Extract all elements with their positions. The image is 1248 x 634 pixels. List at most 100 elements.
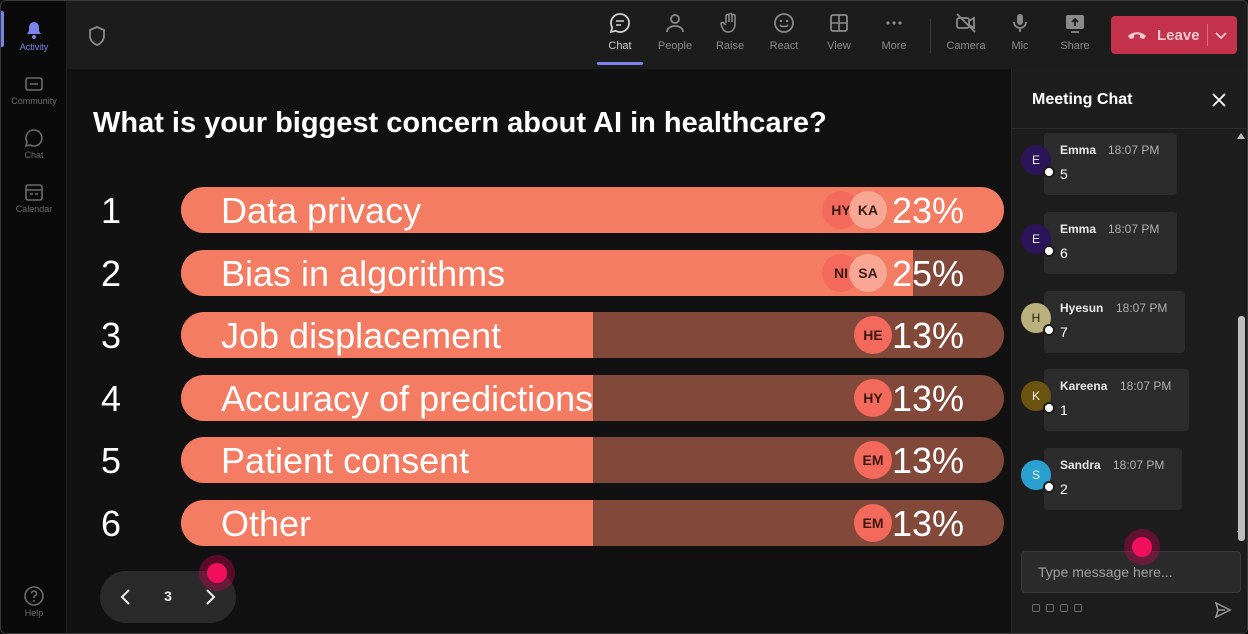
emoji-icon[interactable]: [1060, 604, 1068, 612]
toolbar-chat-button[interactable]: Chat: [596, 11, 644, 63]
poll-question: What is your biggest concern about AI in…: [93, 107, 827, 139]
message-bubble: Sandra 18:07 PM 2: [1044, 448, 1182, 510]
rail-active-indicator: [1, 11, 4, 47]
rail-item-chat[interactable]: Chat: [1, 117, 67, 167]
format-icon[interactable]: [1032, 604, 1040, 612]
poll-option-bar: Patient consent EM 13%: [181, 437, 1004, 483]
toolbar-react-button[interactable]: React: [760, 11, 808, 63]
message-text: 7: [1060, 324, 1068, 340]
chat-icon: [23, 127, 45, 149]
camera-off-icon: [954, 11, 978, 35]
poll-option-row[interactable]: 3 Job displacement HE 13%: [67, 311, 1011, 359]
toolbar-camera-button[interactable]: Camera: [942, 11, 990, 63]
poll-option-bar: Job displacement HE 13%: [181, 312, 1004, 358]
poll-option-label: Other: [221, 502, 312, 544]
previous-page-button[interactable]: [114, 585, 138, 609]
message-bubble: Kareena 18:07 PM 1: [1044, 369, 1189, 431]
poll-option-number: 5: [101, 440, 122, 481]
rail-item-activity[interactable]: Activity: [1, 9, 67, 59]
poll-option-label: Bias in algorithms: [221, 252, 506, 294]
shield-icon[interactable]: [87, 25, 107, 47]
gif-icon[interactable]: [1074, 604, 1082, 612]
message-timestamp: 18:07 PM: [1120, 379, 1172, 393]
message-input[interactable]: [1022, 552, 1240, 592]
toolbar-share-button[interactable]: Share: [1051, 11, 1099, 63]
meeting-toolbar: Chat People Raise React View: [67, 1, 1247, 69]
more-icon: [882, 11, 906, 35]
poll-option-percent: 13%: [891, 502, 964, 544]
mic-icon: [1008, 11, 1032, 35]
sender-name: Kareena: [1060, 379, 1108, 393]
toolbar-more-button[interactable]: More: [870, 11, 918, 63]
rail-item-help[interactable]: Help: [1, 575, 67, 625]
message-bubble: Emma 18:07 PM 6: [1044, 212, 1177, 274]
poll-option-number: 6: [101, 502, 122, 544]
poll-option-label: Job displacement: [221, 315, 502, 356]
toolbar-label: Raise: [715, 40, 745, 52]
cursor-click-indicator: [199, 555, 235, 591]
close-icon[interactable]: [1210, 91, 1228, 109]
poll-option-number: 4: [101, 377, 122, 419]
toolbar-label: View: [827, 40, 851, 52]
toolbar-mic-button[interactable]: Mic: [996, 11, 1044, 63]
voter-avatar: HE: [854, 316, 892, 354]
scroll-down-arrow[interactable]: [1237, 531, 1245, 537]
poll-option-percent: 13%: [891, 315, 964, 356]
grid-icon: [827, 11, 851, 35]
toolbar-label: Camera: [946, 40, 986, 52]
chat-scrollbar[interactable]: [1234, 131, 1247, 543]
chevron-down-icon[interactable]: [1214, 28, 1228, 42]
poll-option-fill: [181, 374, 593, 421]
bell-icon: [23, 19, 45, 41]
rail-item-calendar[interactable]: Calendar: [1, 171, 67, 221]
poll-option-bar: Data privacy HY KA 23%: [181, 187, 1004, 233]
poll-option-fill: [181, 437, 593, 483]
toolbar-label: Mic: [1011, 40, 1029, 52]
leave-label: Leave: [1157, 26, 1200, 44]
people-icon: [663, 11, 687, 35]
cursor-click-indicator: [1124, 529, 1160, 565]
presence-status-dot: [1043, 166, 1055, 178]
next-page-button[interactable]: [198, 585, 222, 609]
active-tab-indicator: [597, 62, 643, 65]
voter-avatar: EM: [854, 503, 892, 542]
toolbar-raise-button[interactable]: Raise: [706, 11, 754, 63]
message-text: 1: [1060, 402, 1068, 418]
toolbar-view-button[interactable]: View: [815, 11, 863, 63]
poll-option-row[interactable]: 5 Patient consent EM 13%: [67, 436, 1011, 484]
sender-name: Hyesun: [1060, 301, 1104, 315]
rail-item-community[interactable]: Community: [1, 63, 67, 113]
chat-icon: [608, 11, 632, 35]
smiley-icon: [772, 11, 796, 35]
phone-hangup-icon: [1126, 27, 1148, 43]
voter-avatar: SA: [849, 253, 887, 292]
send-icon[interactable]: [1214, 601, 1232, 619]
rail-item-label: Activity: [19, 42, 49, 52]
rail-item-label: Community: [11, 96, 57, 106]
leave-button[interactable]: Leave: [1111, 16, 1237, 54]
app-rail: Activity Community Chat Calendar Help: [1, 1, 67, 633]
poll-option-label: Accuracy of predictions: [221, 377, 594, 419]
voter-avatar: KA: [849, 191, 887, 229]
message-bubble: Hyesun 18:07 PM 7: [1044, 291, 1185, 353]
message-timestamp: 18:07 PM: [1108, 143, 1160, 157]
poll-option-row[interactable]: 1 Data privacy HY KA 23%: [67, 186, 1011, 234]
voter-avatar: HY: [854, 378, 892, 417]
sender-name: Emma: [1060, 222, 1097, 236]
toolbar-label: Share: [1060, 40, 1090, 52]
presence-status-dot: [1043, 481, 1055, 493]
toolbar-people-button[interactable]: People: [651, 11, 699, 63]
poll-option-fill: [181, 249, 914, 296]
scroll-up-arrow[interactable]: [1237, 133, 1245, 139]
toolbar-label: Chat: [608, 40, 632, 52]
rail-item-label: Chat: [24, 150, 44, 160]
message-timestamp: 18:07 PM: [1116, 301, 1168, 315]
poll-option-row[interactable]: 2 Bias in algorithms NI SA 25%: [67, 249, 1011, 297]
scrollbar-thumb[interactable]: [1238, 316, 1245, 541]
attach-icon[interactable]: [1046, 604, 1054, 612]
poll-option-percent: 13%: [891, 377, 964, 419]
poll-option-row[interactable]: 4 Accuracy of predictions HY 13%: [67, 374, 1011, 422]
poll-option-row[interactable]: 6 Other EM 13%: [67, 499, 1011, 547]
message-text: 2: [1060, 481, 1068, 497]
